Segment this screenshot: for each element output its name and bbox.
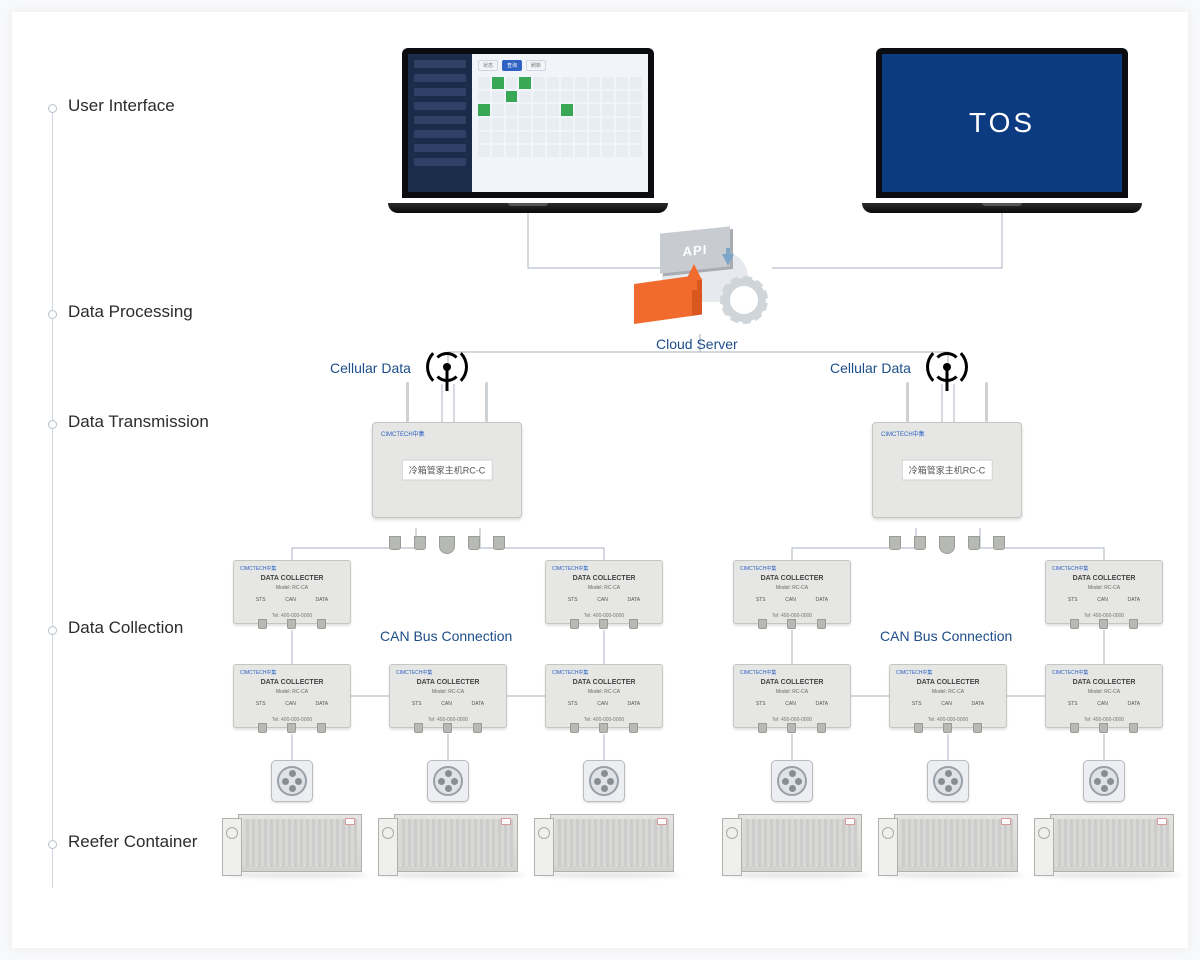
reefer-container-icon xyxy=(722,814,862,876)
data-collector: CIMCTECH中集DATA COLLECTERModel: RC-CASTSC… xyxy=(233,560,351,624)
reefer-plug-icon xyxy=(427,760,469,802)
data-collector: CIMCTECH中集DATA COLLECTERModel: RC-CASTSC… xyxy=(233,664,351,728)
timeline-dot xyxy=(48,104,57,113)
reefer-container-icon xyxy=(378,814,518,876)
data-collector: CIMCTECH中集DATA COLLECTERModel: RC-CASTSC… xyxy=(733,560,851,624)
can-bus-label-left: CAN Bus Connection xyxy=(380,628,512,644)
reefer-container-icon xyxy=(1034,814,1174,876)
layer-label-transmission: Data Transmission xyxy=(68,412,209,432)
reefer-container-icon xyxy=(534,814,674,876)
reefer-plug-icon xyxy=(583,760,625,802)
data-collector: CIMCTECH中集DATA COLLECTERModel: RC-CASTSC… xyxy=(1045,560,1163,624)
controller-label: 冷箱管家主机RC-C xyxy=(902,460,993,481)
diagram-canvas: User Interface Data Processing Data Tran… xyxy=(12,12,1188,948)
reefer-container-icon xyxy=(878,814,1018,876)
can-bus-label-right: CAN Bus Connection xyxy=(880,628,1012,644)
cellular-label-left: Cellular Data xyxy=(330,360,411,376)
laptop-tos: TOS xyxy=(862,48,1142,213)
data-collector: CIMCTECH中集DATA COLLECTERModel: RC-CASTSC… xyxy=(545,664,663,728)
timeline-dot xyxy=(48,840,57,849)
controller-device: CIMCTECH中集 冷箱管家主机RC-C xyxy=(872,412,1022,542)
timeline-dot xyxy=(48,420,57,429)
controller-label: 冷箱管家主机RC-C xyxy=(402,460,493,481)
layer-label-reefer: Reefer Container xyxy=(68,832,197,852)
timeline-dot xyxy=(48,626,57,635)
timeline-dot xyxy=(48,310,57,319)
reefer-plug-icon xyxy=(771,760,813,802)
controller-device: CIMCTECH中集 冷箱管家主机RC-C xyxy=(372,412,522,542)
data-collector: CIMCTECH中集DATA COLLECTERModel: RC-CASTSC… xyxy=(733,664,851,728)
layer-label-ui: User Interface xyxy=(68,96,175,116)
reefer-container-icon xyxy=(222,814,362,876)
data-collector: CIMCTECH中集DATA COLLECTERModel: RC-CASTSC… xyxy=(545,560,663,624)
data-collector: CIMCTECH中集DATA COLLECTERModel: RC-CASTSC… xyxy=(1045,664,1163,728)
data-collector: CIMCTECH中集DATA COLLECTERModel: RC-CASTSC… xyxy=(889,664,1007,728)
layer-label-collection: Data Collection xyxy=(68,618,183,638)
reefer-plug-icon xyxy=(271,760,313,802)
cloud-caption: Cloud Server xyxy=(656,336,738,352)
reefer-plug-icon xyxy=(927,760,969,802)
laptop-dashboard: 状态查询刷新 xyxy=(388,48,668,213)
antenna-icon xyxy=(928,348,966,386)
cellular-label-right: Cellular Data xyxy=(830,360,911,376)
reefer-plug-icon xyxy=(1083,760,1125,802)
tos-screen-label: TOS xyxy=(882,54,1122,192)
antenna-icon xyxy=(428,348,466,386)
cloud-server-icon: API xyxy=(622,224,772,334)
layer-label-processing: Data Processing xyxy=(68,302,193,322)
timeline-line xyxy=(52,104,53,888)
data-collector: CIMCTECH中集DATA COLLECTERModel: RC-CASTSC… xyxy=(389,664,507,728)
